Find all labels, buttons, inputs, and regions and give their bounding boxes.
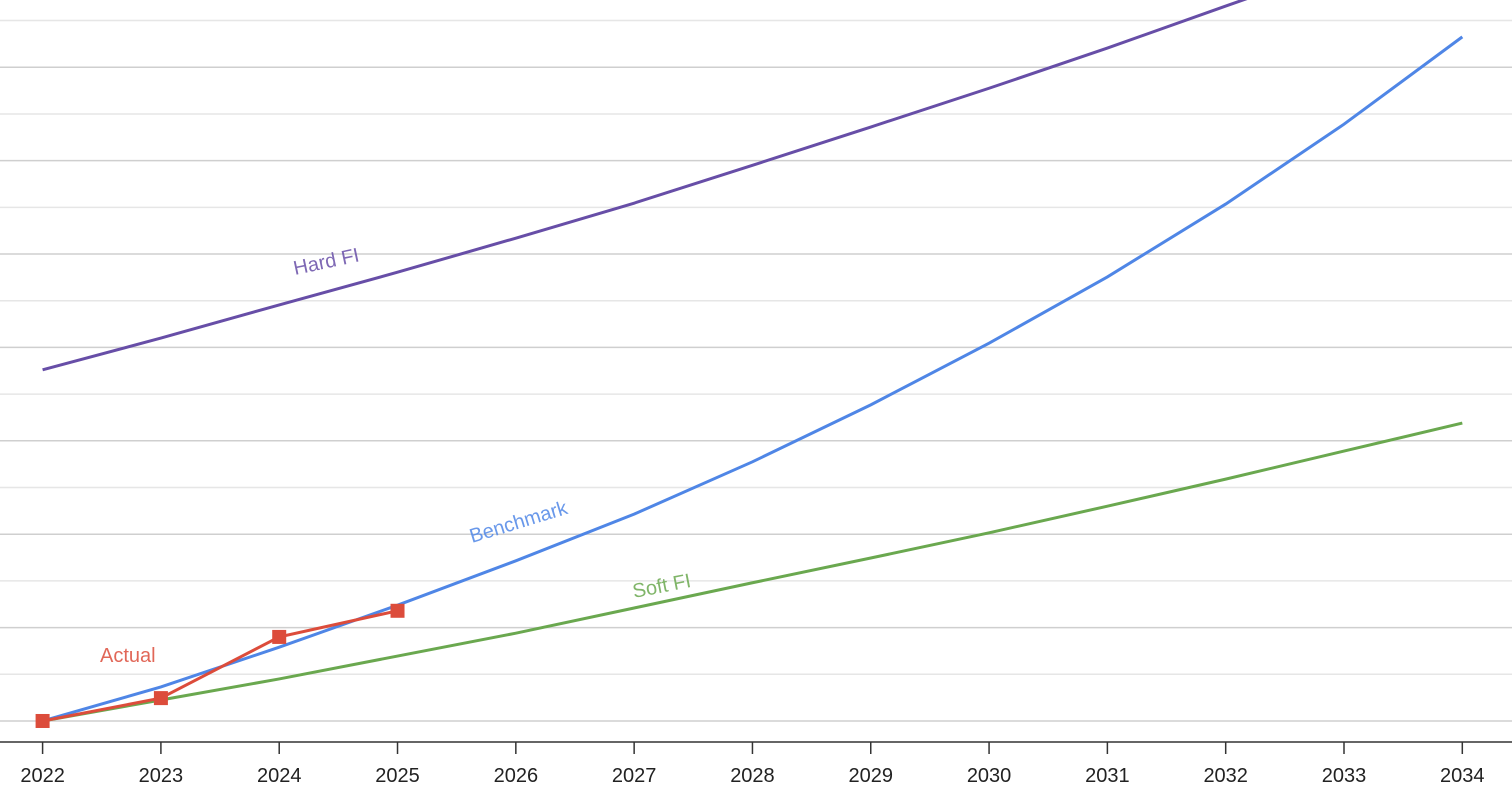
series-label: Hard FI [291,245,361,280]
data-point [272,629,287,644]
data-point [35,713,50,728]
series-line [42,421,1463,723]
x-tick-label: 2027 [612,765,657,787]
data-point [153,691,168,706]
x-tick-label: 2025 [375,765,420,787]
series-line [42,609,398,723]
series-label: Benchmark [467,497,571,548]
x-tick-label: 2026 [494,765,539,787]
x-tick-label: 2028 [730,765,775,787]
x-tick-label: 2029 [849,765,894,787]
x-tick-label: 2034 [1440,765,1485,787]
series-line [42,0,1248,372]
x-tick-label: 2032 [1203,765,1248,787]
plot-area [35,0,1464,728]
x-tick-label: 2030 [967,765,1012,787]
series-label: Actual [100,645,156,667]
x-tick-label: 2024 [257,765,302,787]
x-tick-label: 2033 [1322,765,1367,787]
x-tick-label: 2022 [20,765,65,787]
x-tick-label: 2031 [1085,765,1130,787]
x-axis: 2022 2023 2024 2025 2026 2027 2028 2029 2030 2031… [0,741,1512,787]
data-point [390,603,405,618]
grid [0,19,1512,722]
series-line [42,35,1464,723]
x-tick-label: 2023 [139,765,184,787]
